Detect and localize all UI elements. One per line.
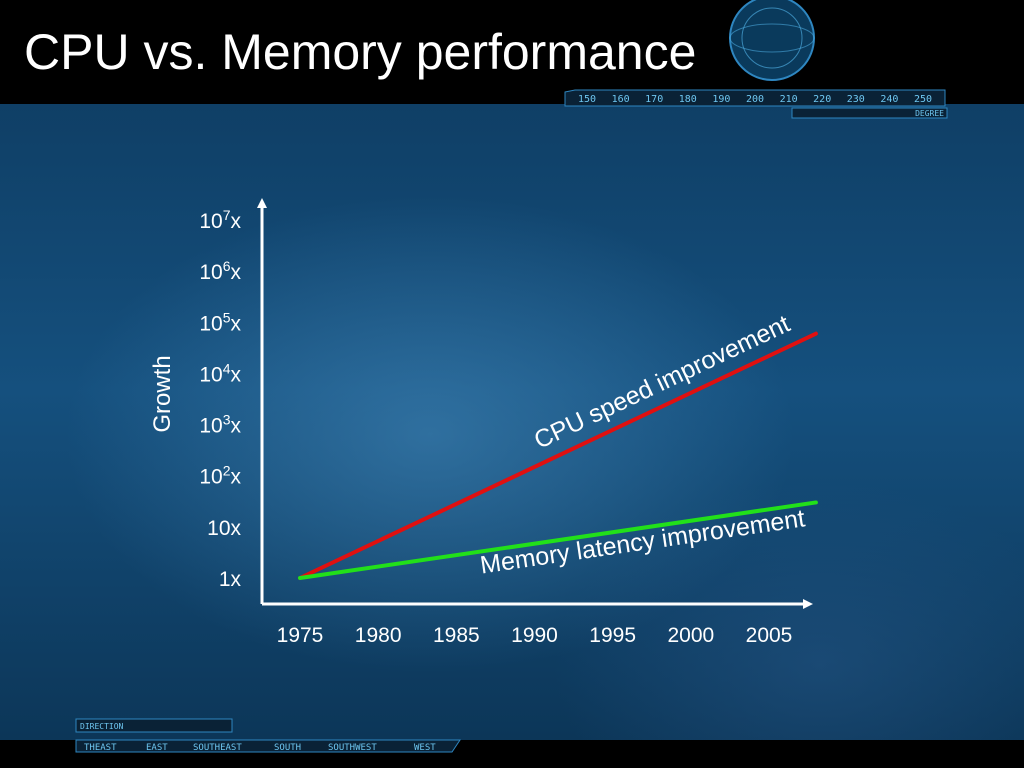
y-axis-title: Growth: [149, 355, 176, 432]
x-tick-labels: 1975 1980 1985 1990 1995 2000 2005: [277, 624, 793, 647]
world-map-background: [0, 104, 1024, 740]
y-tick-label: 104x: [199, 360, 241, 386]
chart-series: CPU speed improvement Memory latency impr…: [298, 310, 818, 580]
y-tick-label: 102x: [199, 463, 241, 489]
y-tick-label: 1x: [219, 568, 242, 591]
x-tick-label: 1985: [433, 624, 480, 647]
y-tick-label: 106x: [199, 258, 241, 284]
x-tick-label: 1990: [511, 624, 558, 647]
x-tick-label: 1980: [355, 624, 402, 647]
x-tick-label: 1995: [589, 624, 636, 647]
cpu-speed-improvement-label: CPU speed improvement: [530, 310, 794, 455]
y-tick-label: 10x: [207, 517, 241, 540]
y-tick-label: 105x: [199, 309, 241, 335]
x-tick-label: 2000: [667, 624, 714, 647]
x-tick-label: 2005: [746, 624, 793, 647]
x-tick-label: 1975: [277, 624, 324, 647]
y-tick-labels: 1x 10x 102x 103x 104x 105x 106x 107x: [199, 207, 241, 591]
cpu-speed-improvement-line: [298, 331, 818, 580]
memory-latency-improvement-line: [298, 500, 818, 580]
slide-title: CPU vs. Memory performance: [24, 24, 697, 80]
memory-latency-improvement-label: Memory latency improvement: [478, 504, 807, 579]
y-tick-label: 103x: [199, 412, 241, 438]
y-tick-label: 107x: [199, 207, 241, 233]
title-bar: CPU vs. Memory performance: [0, 0, 1024, 104]
chart-axes: [257, 198, 813, 609]
